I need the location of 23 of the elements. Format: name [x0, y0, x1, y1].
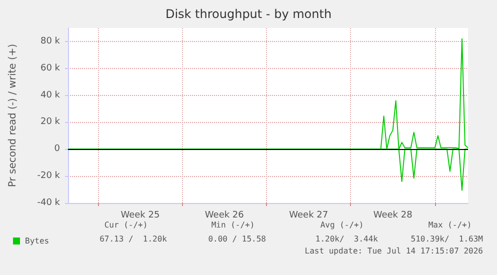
x-tick-label: Week 25	[120, 210, 160, 220]
x-tick-label: Week 26	[204, 210, 244, 220]
text: Max (-/+)	[428, 220, 472, 230]
y-tick-label: 20 k	[40, 117, 61, 128]
text: Min (-/+)	[211, 220, 255, 230]
y-tick-label: -40 k	[37, 198, 61, 208]
y-tick-label: -20 k	[37, 171, 61, 182]
text: Last update: Tue Jul 14 17:15:07 2026	[304, 246, 484, 256]
y-tick-label: 0	[54, 144, 60, 154]
text: 510.39k/ 1.63M	[410, 234, 484, 244]
text: 0.00 / 15.58	[208, 234, 266, 244]
text: 1.20k/ 3.44k	[315, 234, 378, 244]
chart-title: Disk throughput - by month	[165, 7, 332, 21]
x-tick-label: Week 27	[289, 210, 328, 220]
text: Avg (-/+)	[320, 220, 364, 230]
y-tick-label: 60 k	[40, 63, 61, 74]
y-tick-label: 80 k	[40, 36, 61, 46]
text: Cur (-/+)	[104, 220, 148, 230]
text: 67.13 / 1.20k	[100, 234, 168, 244]
y-axis-title: Pr second read (-) / write (+)	[8, 44, 18, 188]
y-tick-label: 40 k	[40, 90, 61, 100]
x-tick-label: Week 28	[373, 210, 413, 220]
legend-label: Bytes	[25, 236, 50, 246]
